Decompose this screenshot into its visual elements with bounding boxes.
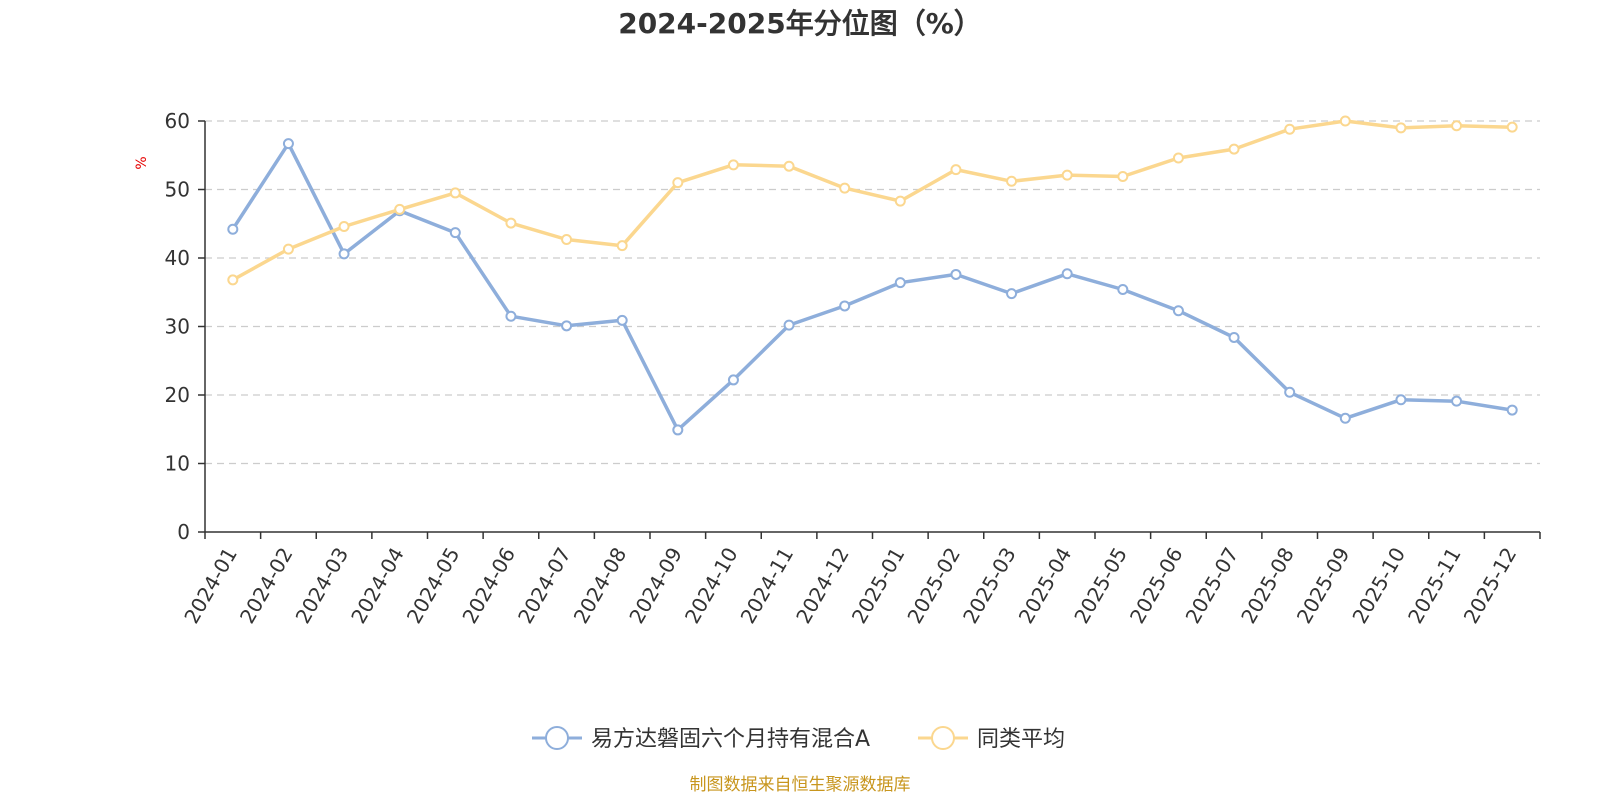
x-tick-label: 2024-04 xyxy=(346,543,409,627)
legend-marker-icon xyxy=(931,726,955,750)
legend-marker-icon xyxy=(545,726,569,750)
data-point[interactable] xyxy=(338,248,350,260)
data-point[interactable] xyxy=(449,187,461,199)
data-point[interactable] xyxy=(1506,404,1518,416)
x-tick-label: 2024-10 xyxy=(680,543,743,627)
data-point[interactable] xyxy=(894,277,906,289)
legend-label: 同类平均 xyxy=(977,727,1065,752)
y-tick-label: 50 xyxy=(165,178,190,202)
data-point[interactable] xyxy=(950,268,962,280)
x-tick-label: 2025-06 xyxy=(1125,543,1188,627)
data-point[interactable] xyxy=(950,164,962,176)
data-point[interactable] xyxy=(1395,122,1407,134)
data-point[interactable] xyxy=(1006,288,1018,300)
y-tick-label: 30 xyxy=(165,315,190,339)
data-point[interactable] xyxy=(727,159,739,171)
x-tick-label: 2025-05 xyxy=(1069,543,1132,627)
x-tick-label: 2024-02 xyxy=(235,543,298,627)
x-tick-label: 2025-01 xyxy=(847,543,910,627)
x-tick-label: 2025-03 xyxy=(958,543,1021,627)
data-point[interactable] xyxy=(282,138,294,150)
data-point[interactable] xyxy=(783,319,795,331)
data-point[interactable] xyxy=(1172,152,1184,164)
data-point[interactable] xyxy=(1117,284,1129,296)
data-point[interactable] xyxy=(505,310,517,322)
x-tick-label: 2024-12 xyxy=(791,543,854,627)
data-point[interactable] xyxy=(727,374,739,386)
series-2 xyxy=(227,115,1518,286)
data-point[interactable] xyxy=(894,195,906,207)
data-point[interactable] xyxy=(282,243,294,255)
x-tick-label: 2025-11 xyxy=(1403,543,1466,627)
data-point[interactable] xyxy=(783,160,795,172)
x-tick-label: 2024-06 xyxy=(457,543,520,627)
axes: 01020304050602024-012024-022024-032024-0… xyxy=(165,109,1541,628)
data-point[interactable] xyxy=(1228,331,1240,343)
data-point[interactable] xyxy=(561,234,573,246)
x-tick-label: 2024-01 xyxy=(179,543,242,627)
data-point[interactable] xyxy=(394,203,406,215)
x-tick-label: 2025-04 xyxy=(1014,543,1077,627)
data-point[interactable] xyxy=(1228,143,1240,155)
x-tick-label: 2025-10 xyxy=(1347,543,1410,627)
legend-item-1[interactable]: 易方达磐固六个月持有混合A xyxy=(532,726,870,752)
data-point[interactable] xyxy=(1451,395,1463,407)
x-tick-label: 2025-07 xyxy=(1181,543,1244,627)
y-tick-label: 60 xyxy=(165,109,190,133)
chart-title: 2024-2025年分位图（%） xyxy=(618,7,982,40)
x-tick-label: 2024-09 xyxy=(624,543,687,627)
series-lines xyxy=(227,115,1518,436)
series-1 xyxy=(227,138,1518,436)
data-point[interactable] xyxy=(1395,394,1407,406)
series-line xyxy=(231,141,1513,432)
x-tick-label: 2024-07 xyxy=(513,543,576,627)
data-point[interactable] xyxy=(1061,268,1073,280)
gridlines xyxy=(205,120,1540,465)
x-tick-label: 2024-03 xyxy=(291,543,354,627)
x-tick-label: 2025-09 xyxy=(1292,543,1355,627)
data-point[interactable] xyxy=(1506,121,1518,133)
x-tick-label: 2024-05 xyxy=(402,543,465,627)
data-point[interactable] xyxy=(672,177,684,189)
data-point[interactable] xyxy=(672,424,684,436)
y-tick-label: 40 xyxy=(165,246,190,270)
data-point[interactable] xyxy=(839,300,851,312)
data-point[interactable] xyxy=(505,217,517,229)
data-point[interactable] xyxy=(1339,115,1351,127)
x-tick-label: 2024-11 xyxy=(736,543,799,627)
data-point[interactable] xyxy=(616,240,628,252)
legend[interactable]: 易方达磐固六个月持有混合A 同类平均 xyxy=(532,726,1065,752)
data-point[interactable] xyxy=(1117,170,1129,182)
x-tick-label: 2025-12 xyxy=(1459,543,1522,627)
x-tick-label: 2024-08 xyxy=(569,543,632,627)
data-source-note: 制图数据来自恒生聚源数据库 xyxy=(690,775,911,795)
data-point[interactable] xyxy=(227,274,239,286)
data-point[interactable] xyxy=(227,223,239,235)
series-line xyxy=(231,119,1513,282)
y-axis-unit-label: % xyxy=(134,156,150,169)
data-point[interactable] xyxy=(1006,175,1018,187)
data-point[interactable] xyxy=(1284,123,1296,135)
legend-item-2[interactable]: 同类平均 xyxy=(918,726,1065,752)
data-point[interactable] xyxy=(449,227,461,239)
data-point[interactable] xyxy=(1172,305,1184,317)
data-point[interactable] xyxy=(1061,169,1073,181)
data-point[interactable] xyxy=(338,220,350,232)
x-tick-label: 2025-08 xyxy=(1236,543,1299,627)
data-point[interactable] xyxy=(839,182,851,194)
data-point[interactable] xyxy=(1284,386,1296,398)
data-point[interactable] xyxy=(561,320,573,332)
data-point[interactable] xyxy=(1451,120,1463,132)
y-tick-label: 10 xyxy=(165,452,190,476)
y-tick-label: 0 xyxy=(177,520,190,544)
legend-label: 易方达磐固六个月持有混合A xyxy=(591,727,870,752)
data-point[interactable] xyxy=(1339,412,1351,424)
data-point[interactable] xyxy=(616,314,628,326)
y-tick-label: 20 xyxy=(165,383,190,407)
x-tick-label: 2025-02 xyxy=(902,543,965,627)
